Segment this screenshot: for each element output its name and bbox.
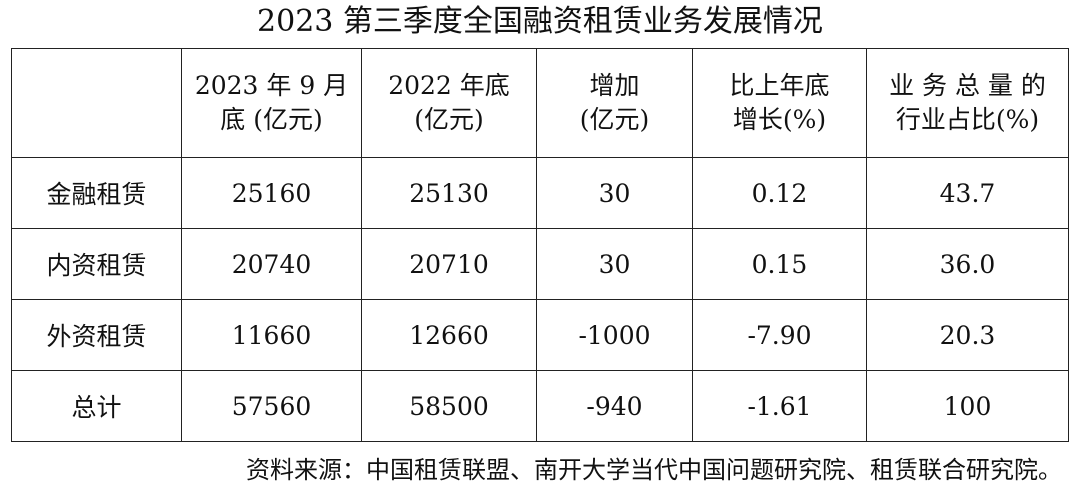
data-row: 内资租赁 20740 20710 30 0.15 36.0: [11, 228, 1069, 300]
cell: 100: [866, 370, 1069, 442]
cell: 11660: [181, 299, 362, 371]
cell: -7.90: [692, 299, 867, 371]
header-cell: [11, 48, 182, 158]
header-cell: 2022 年底 (亿元): [361, 48, 537, 158]
cell: 30: [536, 228, 693, 300]
header-cell: 2023 年 9 月底 (亿元): [181, 48, 362, 158]
header-line: 底 (亿元): [220, 105, 323, 134]
cell: 20.3: [866, 299, 1069, 371]
header-line: 2022 年底: [388, 71, 510, 100]
header-line: 2023 年 9 月: [194, 71, 349, 100]
table: 2023 年 9 月底 (亿元) 2022 年底 (亿元) 增加 (亿元) 比上年底增长(…: [11, 48, 1069, 442]
cell: 0.15: [692, 228, 867, 300]
row-label: 总计: [11, 370, 182, 442]
cell: 25160: [181, 157, 362, 229]
header-cell: 比上年底增长(%): [692, 48, 867, 158]
cell: -940: [536, 370, 693, 442]
header-line: 行业占比(%): [895, 105, 1040, 134]
row-label: 外资租赁: [11, 299, 182, 371]
cell: 58500: [361, 370, 537, 442]
title: 2023 第三季度全国融资租赁业务发展情况: [257, 4, 823, 39]
cell: 43.7: [866, 157, 1069, 229]
cell: 36.0: [866, 228, 1069, 300]
source-note: 资料来源：中国租赁联盟、南开大学当代中国问题研究院、租赁联合研究院。: [246, 456, 1062, 484]
data-row: 总计 57560 58500 -940 -1.61 100: [11, 370, 1069, 442]
header-cell: 增加 (亿元): [536, 48, 693, 158]
header-line: (亿元): [579, 105, 650, 134]
header-line: 业 务 总 量 的: [889, 71, 1046, 100]
cell: 20740: [181, 228, 362, 300]
data-row: 金融租赁 25160 25130 30 0.12 43.7: [11, 157, 1069, 229]
table-body: 2023 年 9 月底 (亿元) 2022 年底 (亿元) 增加 (亿元) 比上年底增长(…: [11, 48, 1069, 442]
cell: -1.61: [692, 370, 867, 442]
header-cell: 业 务 总 量 的行业占比(%): [866, 48, 1069, 158]
header-line: 增长(%): [732, 105, 827, 134]
header-line: (亿元): [414, 105, 484, 134]
cell: -1000: [536, 299, 693, 371]
cell: 0.12: [692, 157, 867, 229]
header-row: 2023 年 9 月底 (亿元) 2022 年底 (亿元) 增加 (亿元) 比上年底增长(…: [11, 48, 1069, 158]
header-line: 比上年底: [729, 71, 830, 100]
cell: 57560: [181, 370, 362, 442]
cell: 12660: [361, 299, 537, 371]
row-label: 内资租赁: [11, 228, 182, 300]
cell: 20710: [361, 228, 537, 300]
row-label: 金融租赁: [11, 157, 182, 229]
header-line: 增加: [589, 71, 640, 100]
cell: 30: [536, 157, 693, 229]
cell: 25130: [361, 157, 537, 229]
data-row: 外资租赁 11660 12660 -1000 -7.90 20.3: [11, 299, 1069, 371]
